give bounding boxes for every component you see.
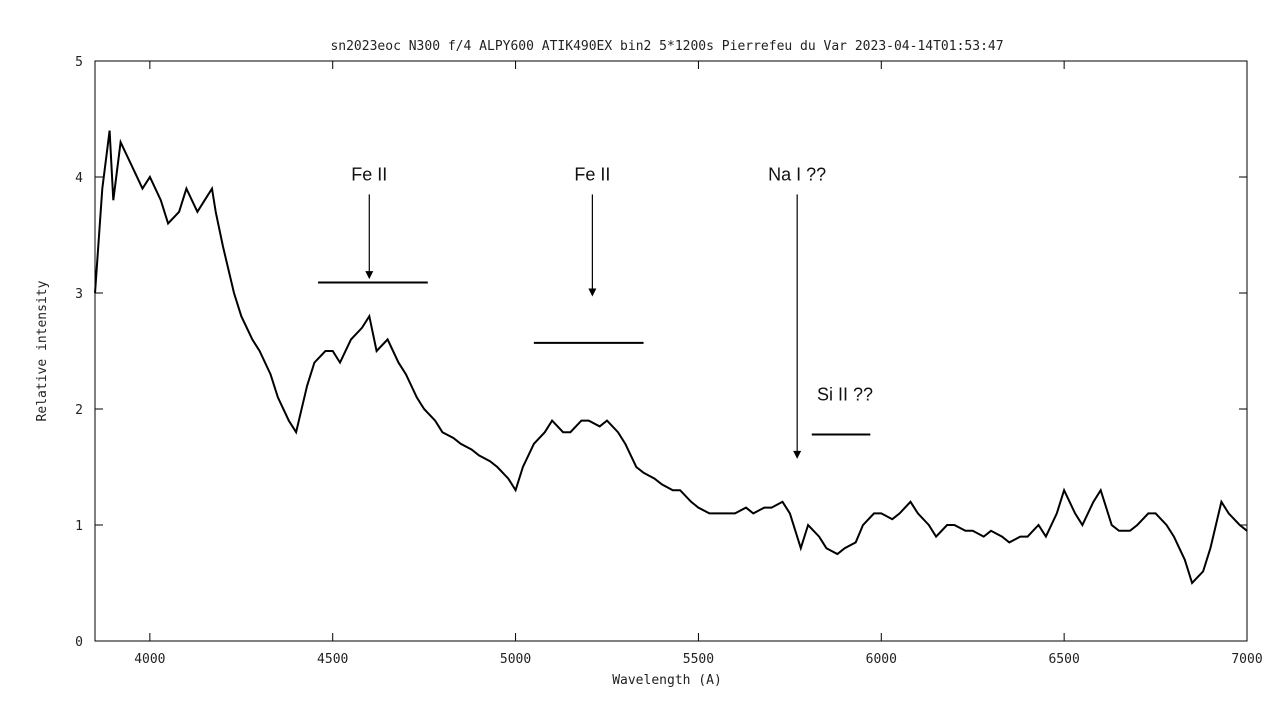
y-tick-label: 3 — [75, 287, 83, 302]
x-tick-label: 4500 — [317, 652, 348, 667]
x-axis-label: Wavelength (A) — [612, 673, 722, 688]
y-tick-label: 0 — [75, 635, 83, 650]
plot-frame — [94, 60, 1248, 642]
annotation-3: Na I ?? — [768, 164, 826, 459]
y-tick-label: 1 — [75, 519, 83, 534]
x-tick-label: 7000 — [1231, 652, 1262, 667]
y-axis-ticks: 0 1 2 3 4 5 — [75, 55, 1247, 650]
annotations: Fe II Fe II Na I ?? Si II ?? — [318, 164, 873, 459]
annotation-label: Si II ?? — [817, 385, 873, 405]
annotation-arrow-head — [793, 450, 802, 459]
spectrum-line — [94, 130, 1248, 585]
annotation-label: Fe II — [574, 164, 610, 184]
annotation-label: Fe II — [351, 164, 387, 184]
annotation-label: Na I ?? — [768, 164, 826, 184]
x-tick-label: 6000 — [866, 652, 897, 667]
annotation-arrow-head — [365, 271, 374, 280]
annotation-arrow-head — [588, 288, 597, 297]
chart-title: sn2023eoc N300 f/4 ALPY600 ATIK490EX bin… — [330, 39, 1003, 54]
x-tick-label: 4000 — [134, 652, 165, 667]
y-tick-label: 4 — [75, 171, 83, 186]
x-tick-label: 6500 — [1048, 652, 1079, 667]
annotation-1: Fe II — [318, 164, 428, 284]
x-axis-ticks: 4000 4500 5000 5500 6000 6500 7000 — [134, 61, 1263, 667]
x-tick-label: 5500 — [683, 652, 714, 667]
annotation-4: Si II ?? — [811, 385, 873, 436]
x-tick-label: 5000 — [500, 652, 531, 667]
y-tick-label: 5 — [75, 55, 83, 70]
annotation-2: Fe II — [533, 164, 644, 344]
y-axis-label: Relative intensity — [35, 280, 50, 421]
y-tick-label: 2 — [75, 403, 83, 418]
